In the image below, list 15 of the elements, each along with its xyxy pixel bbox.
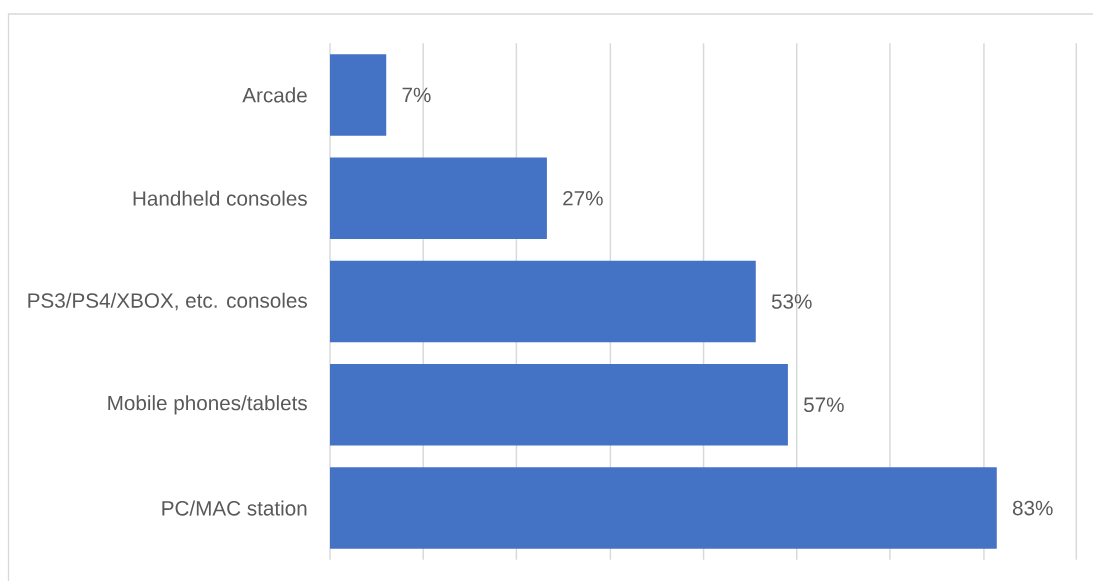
y-tick-label: Arcade [242,87,307,103]
y-tick-label: PC/MAC station [162,500,307,516]
data-label: 57% [804,397,844,413]
bar [330,363,788,446]
y-tick-label: Handheld consoles [133,190,307,206]
bar [330,54,387,136]
data-label: 53% [771,294,812,309]
data-label: 83% [1012,500,1053,516]
y-tick-label: PS3/PS4/XBOX, etc. consoles [28,292,307,311]
bar [330,260,756,343]
data-label: 27% [563,190,603,206]
bar [330,467,997,549]
y-tick-label: Mobile phones/tablets [108,395,307,415]
data-label: 7% [402,87,431,103]
bar [330,157,547,240]
